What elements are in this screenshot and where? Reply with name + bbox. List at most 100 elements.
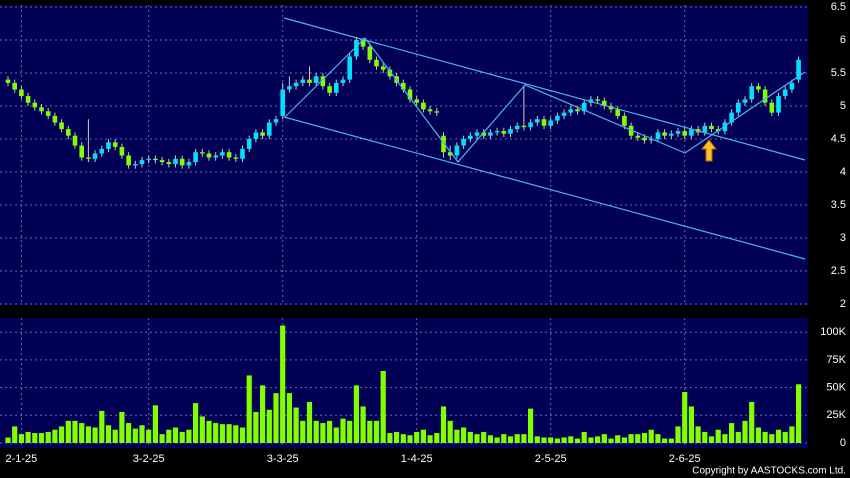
candle-body: [126, 155, 131, 166]
y-tick-label: 4: [840, 166, 846, 178]
volume-bar: [695, 426, 701, 443]
candle-body: [367, 46, 373, 60]
volume-bar: [675, 426, 681, 443]
arrow-marker: [700, 139, 718, 162]
candle-body: [776, 96, 781, 113]
candle-body: [200, 152, 205, 154]
volume-bar: [313, 420, 319, 443]
volume-bar: [742, 420, 748, 443]
volume-bar: [407, 435, 413, 443]
volume-bar: [105, 425, 112, 443]
candle-body: [709, 125, 714, 130]
volume-bar: [481, 431, 487, 443]
volume-bar: [595, 436, 601, 443]
volume-bar: [414, 431, 420, 443]
volume-bar: [394, 431, 400, 443]
volume-bar: [233, 425, 239, 443]
candle-body: [789, 82, 795, 90]
candle-body: [354, 40, 359, 57]
candle-body: [421, 102, 426, 110]
candle-body: [481, 132, 486, 136]
volume-bar: [179, 431, 185, 443]
volume-panel: [0, 318, 808, 448]
candle-body: [72, 135, 78, 146]
candle-body: [246, 139, 252, 149]
volume-bar: [387, 433, 393, 443]
volume-bar: [280, 325, 286, 443]
candle-body: [387, 69, 393, 77]
volume-bar: [260, 385, 266, 443]
volume-bar: [72, 420, 78, 443]
candle-body: [575, 109, 580, 112]
volume-bar: [762, 431, 768, 443]
candle-body: [52, 115, 58, 123]
volume-bar: [528, 408, 534, 443]
candle-body: [5, 79, 11, 83]
x-tick-label: 3-2-25: [133, 453, 165, 465]
candle-body: [59, 122, 64, 130]
volume-bar: [126, 423, 132, 443]
candle-body: [454, 145, 460, 156]
candle-body: [508, 129, 513, 134]
candle-body: [260, 132, 265, 136]
candle-body: [79, 145, 84, 158]
candle-body: [742, 99, 748, 103]
x-tick-label: 3-3-25: [267, 453, 299, 465]
candle-body: [494, 131, 500, 133]
candle-body: [374, 59, 379, 67]
volume-bar: [79, 423, 85, 443]
volume-bar: [340, 418, 346, 443]
volume-bar: [186, 429, 192, 443]
volume-tick-label: 0: [840, 437, 846, 449]
volume-bar: [32, 433, 38, 443]
volume-bar: [775, 429, 782, 443]
candle-body: [92, 153, 98, 159]
candle-body: [99, 148, 105, 154]
candle-body: [595, 99, 600, 101]
volume-bar: [454, 429, 460, 443]
volume-bar: [112, 429, 118, 443]
volume-bar: [273, 393, 279, 443]
candle-body: [461, 139, 466, 146]
volume-bar: [608, 438, 614, 443]
volume-bar: [548, 437, 554, 443]
candle-body: [86, 157, 91, 159]
volume-bar: [487, 435, 493, 443]
candle-body: [427, 109, 433, 112]
trend-channel-upper: [283, 17, 806, 161]
candle-body: [112, 142, 118, 147]
candle-body: [675, 131, 681, 134]
candle-body: [19, 89, 24, 97]
candle-body: [66, 129, 71, 136]
candle-body: [233, 157, 239, 159]
candle-body: [561, 112, 567, 116]
candle-body: [213, 155, 218, 158]
candle-body: [769, 102, 775, 113]
volume-bar: [581, 431, 587, 443]
candle-body: [193, 152, 198, 163]
candle-body: [287, 86, 292, 90]
trend-zigzag: [284, 37, 806, 163]
volume-bar: [320, 423, 326, 443]
candle-body: [622, 115, 627, 126]
volume-bar: [615, 435, 621, 443]
y-tick-label: 3: [840, 232, 846, 244]
candle-body: [581, 102, 587, 112]
y-tick-label: 2: [840, 298, 846, 310]
volume-bar: [789, 426, 795, 443]
candle-body: [159, 160, 165, 163]
volume-bar: [139, 425, 145, 443]
volume-bar: [400, 434, 406, 443]
candle-body: [139, 160, 145, 165]
volume-bar: [755, 427, 761, 443]
y-tick-label: 6.5: [831, 1, 846, 13]
candle-body: [736, 102, 741, 113]
volume-bar: [347, 420, 353, 443]
volume-bar: [306, 402, 313, 443]
candle-body: [756, 86, 761, 90]
candle-body: [153, 158, 158, 161]
candle-body: [689, 129, 694, 136]
volume-bar: [152, 405, 158, 443]
volume-bar: [796, 384, 802, 443]
volume-bar: [749, 402, 755, 443]
